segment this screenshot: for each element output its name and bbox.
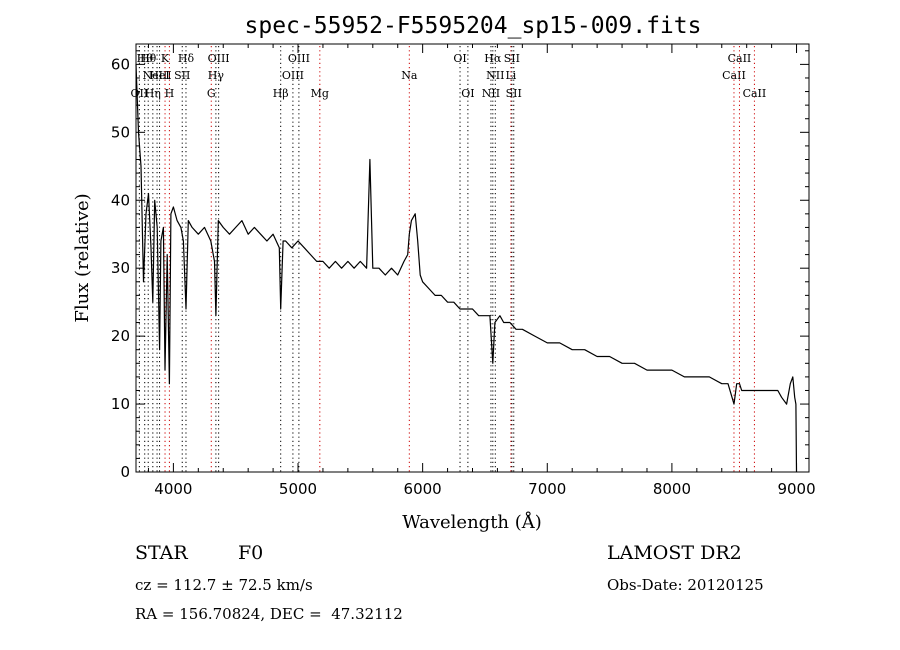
spectral-line-label: G bbox=[207, 87, 216, 100]
x-axis: 4000 5000 6000 7000 8000 9000 bbox=[147, 44, 816, 498]
spectral-line-label: HeI bbox=[149, 69, 169, 82]
y-axis: 0 10 20 30 40 50 60 bbox=[111, 50, 809, 481]
spectral-line-label: Hη bbox=[145, 87, 161, 100]
spectral-line-label: NeIII bbox=[142, 69, 171, 82]
spectral-line-label: SII bbox=[174, 69, 190, 82]
x-tick-label: 7000 bbox=[528, 480, 566, 498]
plot-frame bbox=[135, 43, 810, 473]
spectral-line-label: CaII bbox=[728, 52, 752, 65]
spectral-line-label: OII bbox=[131, 87, 149, 100]
sky-coordinates: RA = 156.70824, DEC = 47.32112 bbox=[135, 605, 403, 623]
y-tick-label: 40 bbox=[111, 191, 130, 209]
spectral-line-label: OIII bbox=[288, 52, 310, 65]
object-class: STAR bbox=[135, 542, 188, 564]
spectral-line-label: SII bbox=[504, 52, 520, 65]
observation-date: Obs-Date: 20120125 bbox=[607, 576, 764, 594]
spectral-line-label: Hθ bbox=[137, 52, 154, 65]
spectral-line-label: H bbox=[165, 87, 175, 100]
spectral-line-label: OIII bbox=[208, 52, 230, 65]
object-subclass: F0 bbox=[238, 542, 264, 564]
spectral-line-label: Hα bbox=[484, 52, 502, 65]
y-tick-label: 50 bbox=[111, 123, 130, 141]
spectral-line-label: Hγ bbox=[208, 69, 225, 82]
chart-title: spec-55952-F5595204_sp15-009.fits bbox=[245, 13, 702, 39]
spectral-line-label: Na bbox=[401, 69, 418, 82]
spectral-line-label: Hδ bbox=[178, 52, 195, 65]
spectral-line-label: K bbox=[161, 52, 170, 65]
y-tick-label: 30 bbox=[111, 259, 130, 277]
y-axis-label: Flux (relative) bbox=[72, 193, 93, 322]
y-tick-label: 60 bbox=[111, 55, 130, 73]
spectrum-line bbox=[135, 64, 798, 473]
x-tick-label: 4000 bbox=[154, 480, 192, 498]
spectral-line-label: OI bbox=[461, 87, 474, 100]
spectral-line-label: Mg bbox=[311, 87, 329, 100]
x-tick-label: 6000 bbox=[404, 480, 442, 498]
spectral-line-label: CaII bbox=[743, 87, 767, 100]
survey-name: LAMOST DR2 bbox=[607, 542, 742, 564]
spectral-line-label: OIII bbox=[282, 69, 304, 82]
x-tick-label: 5000 bbox=[279, 480, 317, 498]
spectral-line-label: SII bbox=[506, 87, 522, 100]
spectral-line-label: NII bbox=[486, 69, 504, 82]
spectral-line-label: CaII bbox=[722, 69, 746, 82]
spectral-line-label: Li bbox=[505, 69, 516, 82]
spectral-line-label: Hθ bbox=[140, 52, 157, 65]
spectral-line-markers: OIIHθHθHηNeIIIHeIKHSIIHδGHγOIIIHβOIIIOII… bbox=[131, 46, 767, 472]
spectrum-series bbox=[135, 64, 798, 473]
spectral-line-label: Hβ bbox=[273, 87, 289, 100]
redshift-velocity: cz = 112.7 ± 72.5 km/s bbox=[135, 576, 313, 594]
x-tick-label: 9000 bbox=[777, 480, 815, 498]
spectral-line-label: OI bbox=[453, 52, 466, 65]
y-tick-label: 10 bbox=[111, 395, 130, 413]
x-axis-label: Wavelength (Å) bbox=[402, 511, 542, 533]
y-tick-label: 0 bbox=[120, 463, 130, 481]
y-tick-label: 20 bbox=[111, 327, 130, 345]
spectral-line-label: NII bbox=[482, 87, 500, 100]
x-tick-label: 8000 bbox=[653, 480, 691, 498]
